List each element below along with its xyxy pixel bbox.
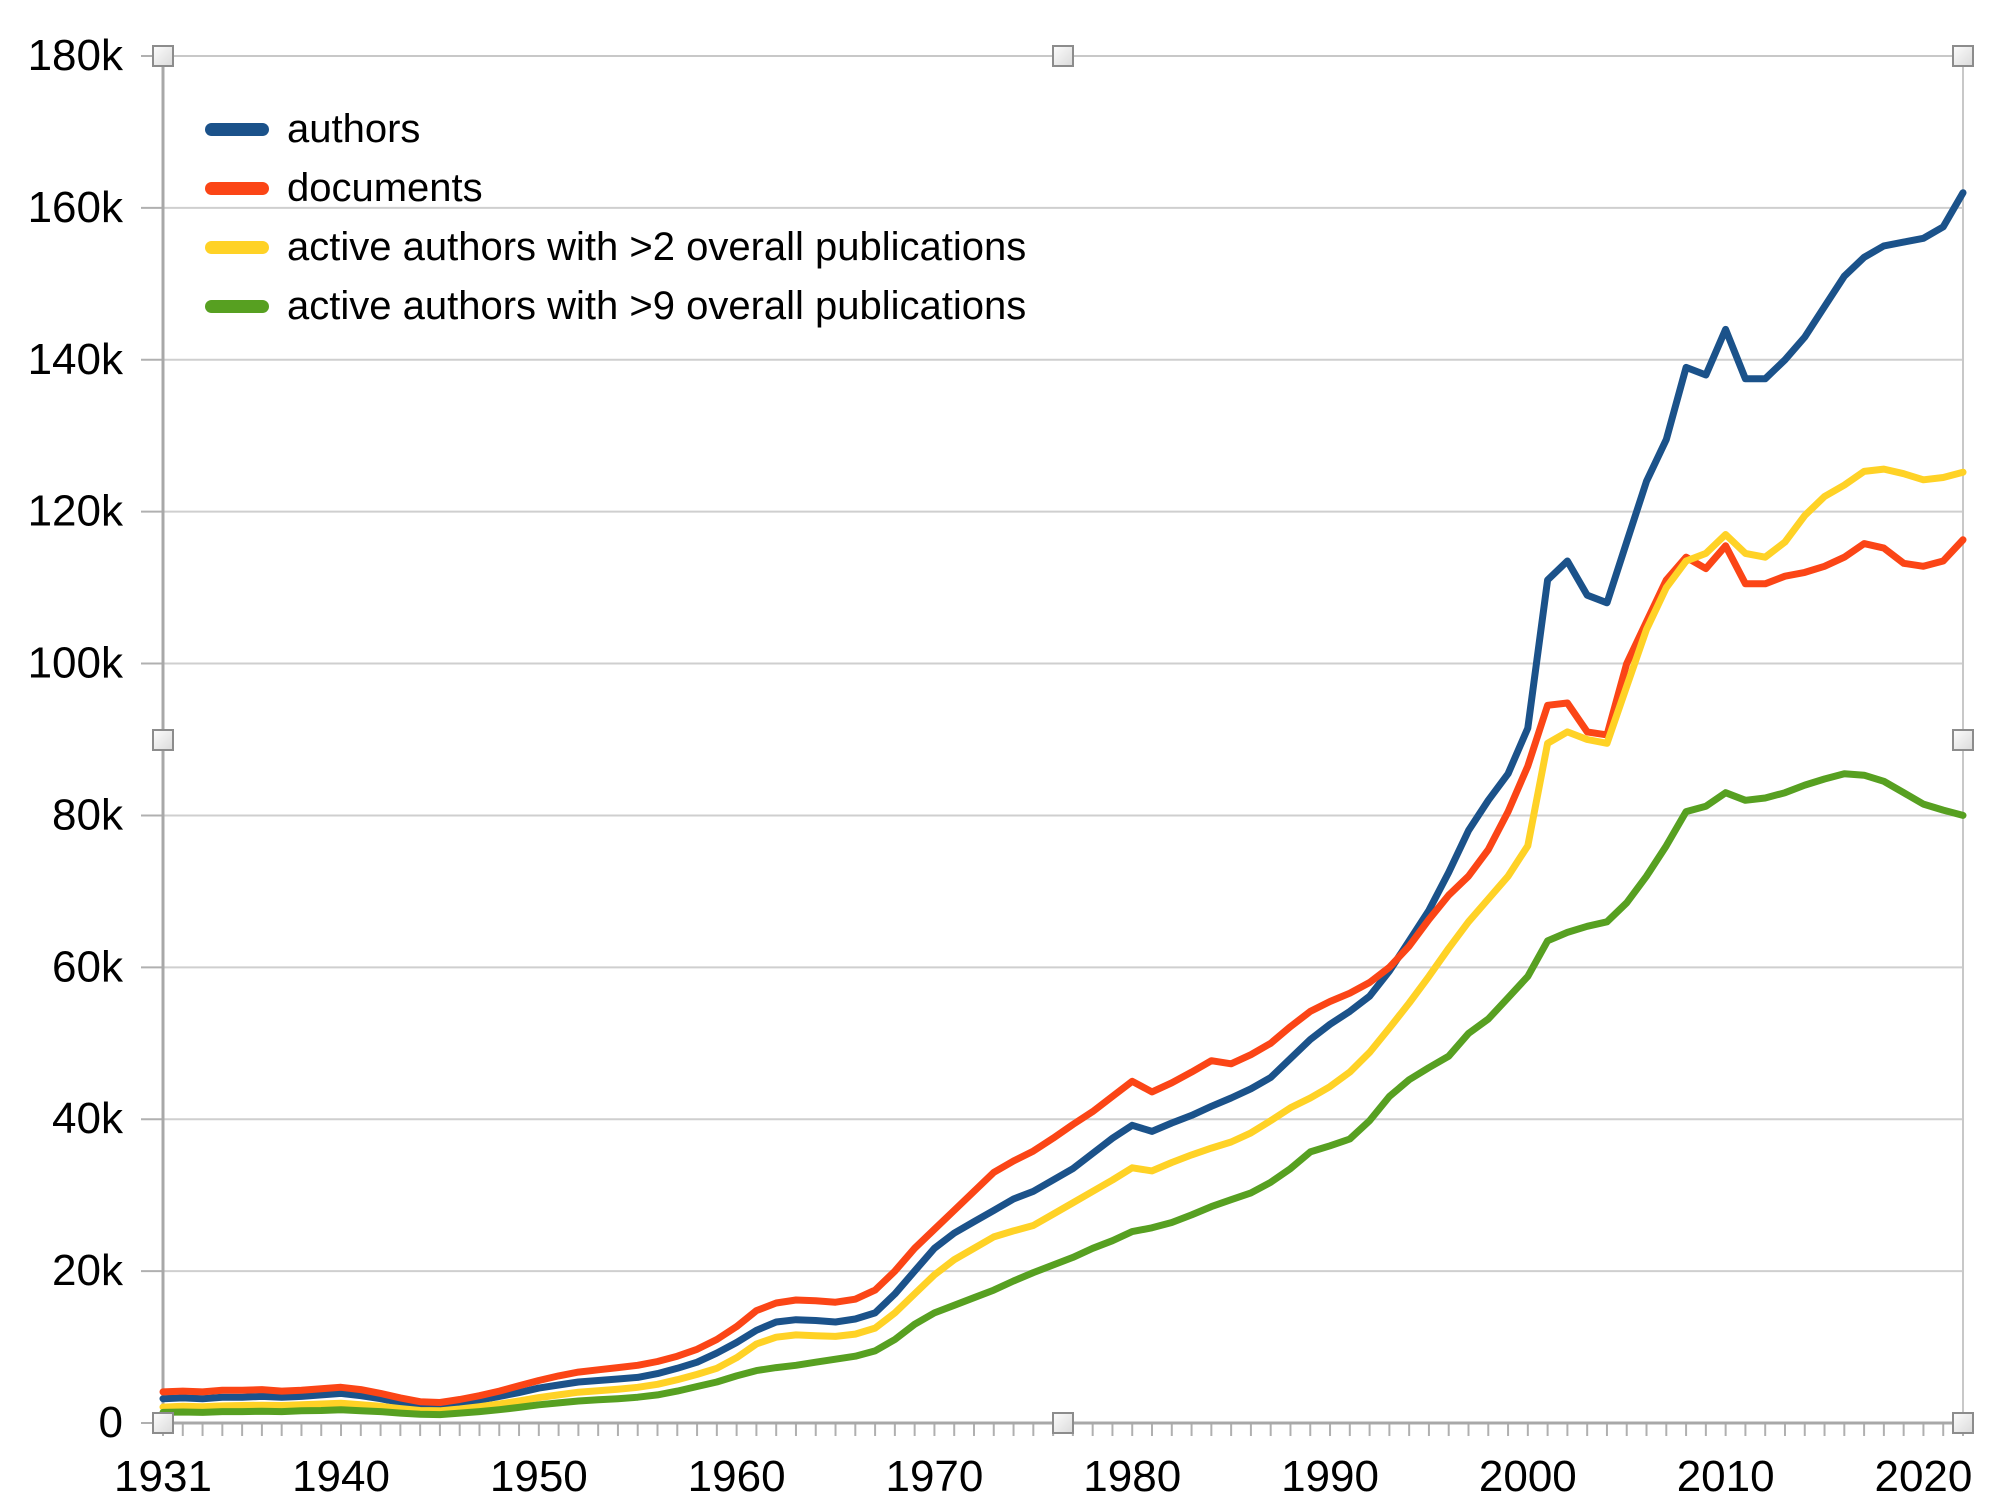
legend-item-documents[interactable]: documents	[205, 159, 1026, 218]
x-axis-label: 2000	[1479, 1452, 1577, 1501]
y-axis-label: 160k	[28, 183, 124, 232]
legend-label: active authors with >2 overall publicati…	[287, 225, 1027, 269]
selection-handle[interactable]	[1052, 45, 1074, 67]
series-line-authors[interactable]	[159, 189, 1967, 1410]
selection-handle[interactable]	[152, 728, 174, 751]
y-axis-label: 140k	[28, 335, 124, 384]
series-line-active-authors-with-9-overall-publications[interactable]	[159, 770, 1967, 1419]
selection-handle[interactable]	[1952, 1412, 1974, 1434]
legend-swatch-documents	[205, 182, 269, 195]
y-axis-label: 60k	[52, 942, 124, 991]
x-axis-label: 1931	[114, 1452, 212, 1501]
x-axis-label: 1940	[292, 1452, 390, 1501]
x-axis-label: 2010	[1677, 1452, 1775, 1501]
legend-label: documents	[287, 166, 483, 210]
selection-handle[interactable]	[1952, 728, 1974, 751]
legend-item-active-gt2[interactable]: active authors with >2 overall publicati…	[205, 218, 1026, 277]
legend-swatch-authors	[205, 123, 269, 136]
y-axis-label: 0	[99, 1398, 123, 1447]
series-line-active-authors-with-2-overall-publications[interactable]	[159, 465, 1967, 1415]
selection-handle[interactable]	[1052, 1412, 1074, 1434]
y-axis-label: 100k	[28, 639, 124, 688]
y-axis-label: 80k	[52, 790, 124, 839]
chart-legend: authors documents active authors with >2…	[205, 100, 1026, 336]
x-axis-label: 1950	[490, 1452, 588, 1501]
y-axis-label: 40k	[52, 1094, 124, 1143]
selection-handle[interactable]	[152, 45, 174, 67]
y-axis-label: 20k	[52, 1246, 124, 1295]
y-axis-label: 180k	[28, 31, 124, 80]
series-line-documents[interactable]	[159, 536, 1967, 1406]
legend-swatch-active-gt9	[205, 300, 269, 313]
legend-item-active-gt9[interactable]: active authors with >9 overall publicati…	[205, 277, 1026, 336]
x-axis-label: 1970	[885, 1452, 983, 1501]
axis-ticks	[141, 55, 1964, 1436]
x-axis-label: 1960	[688, 1452, 786, 1501]
selection-handle[interactable]	[1952, 45, 1974, 67]
x-axis-label: 1980	[1083, 1452, 1181, 1501]
legend-swatch-active-gt2	[205, 241, 269, 254]
y-axis-label: 120k	[28, 487, 124, 536]
legend-label: active authors with >9 overall publicati…	[287, 284, 1027, 328]
x-axis-label: 1990	[1281, 1452, 1379, 1501]
legend-label: authors	[287, 107, 421, 151]
selection-handle[interactable]	[152, 1412, 174, 1434]
legend-item-authors[interactable]: authors	[205, 100, 1026, 159]
axis-labels: 0 20k 40k 60k 80k 100k 120k 140k 160k 180k 1931 194…	[28, 31, 1973, 1501]
x-axis-label: 2020	[1874, 1452, 1972, 1501]
